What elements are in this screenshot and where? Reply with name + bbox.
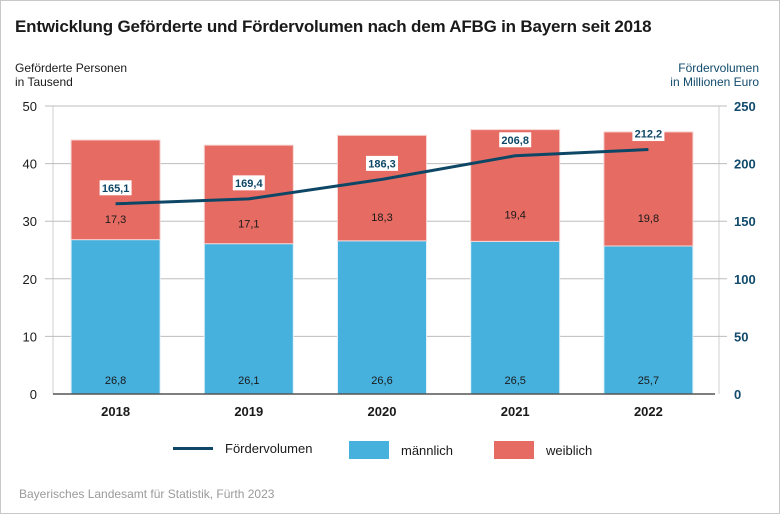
line-foerdervolumen — [115, 148, 649, 206]
legend-label-weiblich: weiblich — [546, 442, 593, 458]
bar-male — [337, 240, 427, 395]
bar-male-label: 26,6 — [371, 375, 392, 387]
legend-female-swatch — [494, 441, 534, 459]
y-tick-right-label: 250 — [734, 99, 756, 114]
line-data-label: 206,8 — [501, 135, 529, 147]
x-tick-label: 2019 — [234, 404, 263, 419]
bar-male-label: 26,5 — [504, 375, 525, 387]
bar-male-label: 26,1 — [238, 375, 259, 387]
bar-male — [70, 239, 161, 395]
y-tick-left-label: 40 — [23, 157, 37, 172]
y-tick-right-label: 100 — [734, 272, 756, 287]
y-tick-right-label: 150 — [734, 214, 756, 229]
y-axis-right-label-line1: Fördervolumen — [678, 61, 759, 75]
legend-item-foerdervolumen: Fördervolumen — [173, 441, 312, 456]
y-tick-left-label: 50 — [23, 99, 37, 114]
x-tick-label: 2021 — [501, 404, 530, 419]
bar-female — [337, 134, 427, 242]
plot-area: 0 10 20 30 40 50 0 50 100 150 200 250 26,8 17,3 2018 26… — [23, 99, 756, 419]
y-tick-left-label: 10 — [23, 329, 37, 344]
legend-label-foerdervolumen: Fördervolumen — [225, 441, 313, 456]
y-axis-left-label: Geförderte Personen in Tausend — [15, 61, 127, 89]
legend-male-swatch — [349, 441, 389, 459]
bar-male — [203, 243, 294, 395]
y-axis-left-label-line2: in Tausend — [15, 75, 73, 89]
chart-title: Entwicklung Geförderte und Fördervolumen… — [15, 17, 652, 36]
legend-item-maennlich: männlich — [349, 441, 453, 459]
bar-female — [470, 129, 561, 242]
x-tick-label: 2018 — [101, 404, 130, 419]
legend-item-weiblich: weiblich — [494, 441, 592, 459]
bar-female-label: 17,3 — [105, 214, 126, 226]
y-axis-right-label-line2: in Millionen Euro — [670, 75, 759, 89]
y-axis-left-label-line1: Geförderte Personen — [15, 61, 128, 75]
line-data-label: 169,4 — [235, 178, 263, 190]
legend: Fördervolumen männlich weiblich — [1, 441, 780, 461]
y-tick-right-label: 50 — [734, 329, 748, 344]
bar-male-label: 25,7 — [638, 375, 659, 387]
bar-female-label: 17,1 — [238, 218, 259, 230]
line-label-box — [232, 175, 265, 191]
bar-male-label: 26,8 — [105, 375, 126, 387]
legend-line-swatch — [173, 447, 213, 450]
line-label-box — [632, 126, 665, 142]
line-label-box — [366, 155, 398, 171]
y-tick-right-label: 0 — [734, 387, 741, 402]
legend-label-maennlich: männlich — [401, 442, 454, 458]
bar-female-label: 18,3 — [371, 212, 392, 224]
y-tick-left-label: 0 — [30, 387, 37, 402]
bar-male — [603, 245, 694, 395]
line-data-label: 165,1 — [102, 183, 130, 195]
bar-female-label: 19,4 — [504, 209, 525, 221]
line-label-box — [99, 180, 132, 196]
line-data-label: 212,2 — [635, 129, 663, 141]
source-note: Bayerisches Landesamt für Statistik, Für… — [19, 487, 275, 501]
y-tick-left-label: 30 — [23, 214, 37, 229]
y-tick-left-label: 20 — [23, 272, 37, 287]
bar-female — [603, 131, 694, 247]
bar-female-label: 19,8 — [638, 213, 659, 225]
line-label-box — [499, 132, 532, 148]
y-axis-right-label: Fördervolumen in Millionen Euro — [670, 61, 759, 89]
y-tick-right-label: 200 — [734, 157, 756, 172]
x-tick-label: 2020 — [368, 404, 397, 419]
bar-female — [203, 144, 294, 245]
bar-male — [470, 240, 561, 395]
x-tick-label: 2022 — [634, 404, 663, 419]
line-data-label: 186,3 — [368, 158, 396, 170]
